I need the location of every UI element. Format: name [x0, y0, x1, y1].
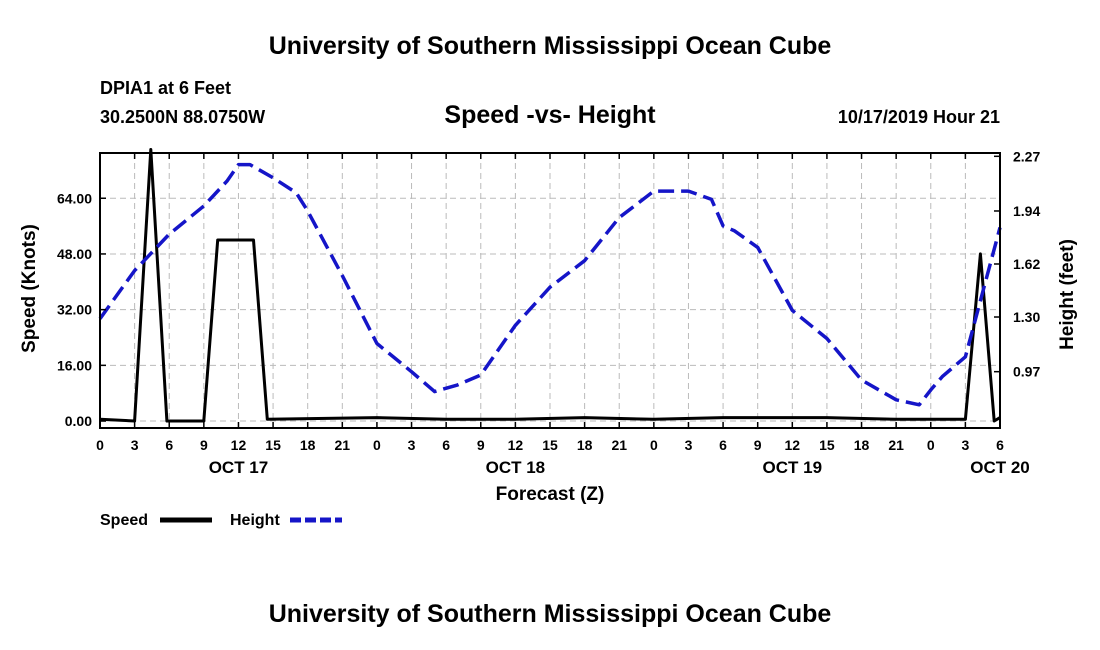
- y-tick-label: 32.00: [57, 302, 92, 318]
- x-tick-label: 6: [442, 437, 450, 453]
- y2-tick-label: 1.30: [1013, 309, 1040, 325]
- x-tick-label: 21: [335, 437, 351, 453]
- x-date-label: OCT 17: [209, 458, 269, 477]
- x-tick-label: 15: [265, 437, 281, 453]
- x-tick-label: 6: [996, 437, 1004, 453]
- x-tick-label: 21: [611, 437, 627, 453]
- datetime-label: 10/17/2019 Hour 21: [837, 107, 1000, 127]
- y2-axis-label: Height (feet): [1057, 239, 1078, 350]
- x-tick-label: 9: [477, 437, 485, 453]
- x-tick-label: 0: [650, 437, 658, 453]
- x-axis-label: Forecast (Z): [496, 484, 605, 505]
- legend-height-label: Height: [230, 512, 280, 529]
- coordinates-label: 30.2500N 88.0750W: [100, 107, 266, 127]
- x-date-label: OCT 18: [486, 458, 546, 477]
- x-tick-label: 15: [819, 437, 835, 453]
- x-tick-label: 18: [577, 437, 593, 453]
- y-tick-label: 16.00: [57, 357, 92, 373]
- x-tick-label: 3: [961, 437, 969, 453]
- y2-tick-label: 2.27: [1013, 148, 1040, 164]
- x-date-label: OCT 19: [763, 458, 823, 477]
- speed-series-line: [99, 148, 1001, 423]
- x-tick-label: 6: [165, 437, 173, 453]
- top-title: University of Southern Mississippi Ocean…: [268, 32, 832, 60]
- y2-tick-label: 1.94: [1013, 203, 1040, 219]
- x-tick-label: 0: [96, 437, 104, 453]
- x-tick-label: 15: [542, 437, 558, 453]
- x-date-label: OCT 20: [970, 458, 1030, 477]
- x-tick-label: 3: [408, 437, 416, 453]
- x-tick-label: 12: [508, 437, 524, 453]
- y-tick-label: 64.00: [57, 190, 92, 206]
- y2-tick-label: 0.97: [1013, 364, 1040, 380]
- x-tick-label: 3: [685, 437, 693, 453]
- x-tick-label: 9: [754, 437, 762, 453]
- y-tick-label: 0.00: [65, 413, 92, 429]
- x-tick-label: 12: [231, 437, 247, 453]
- chart-title: Speed -vs- Height: [444, 101, 656, 129]
- station-label: DPIA1 at 6 Feet: [100, 78, 232, 98]
- legend-speed-label: Speed: [100, 512, 148, 529]
- x-tick-label: 3: [131, 437, 139, 453]
- x-tick-label: 12: [785, 437, 801, 453]
- x-tick-label: 18: [854, 437, 870, 453]
- x-tick-label: 18: [300, 437, 316, 453]
- x-tick-label: 21: [888, 437, 904, 453]
- y-tick-label: 48.00: [57, 246, 92, 262]
- x-tick-label: 0: [927, 437, 935, 453]
- height-series-line: [98, 162, 1002, 407]
- bottom-title: University of Southern Mississippi Ocean…: [268, 600, 832, 628]
- x-tick-label: 0: [373, 437, 381, 453]
- y2-tick-label: 1.62: [1013, 256, 1040, 272]
- x-tick-label: 9: [200, 437, 208, 453]
- x-tick-label: 6: [719, 437, 727, 453]
- y-axis-label: Speed (Knots): [19, 224, 40, 353]
